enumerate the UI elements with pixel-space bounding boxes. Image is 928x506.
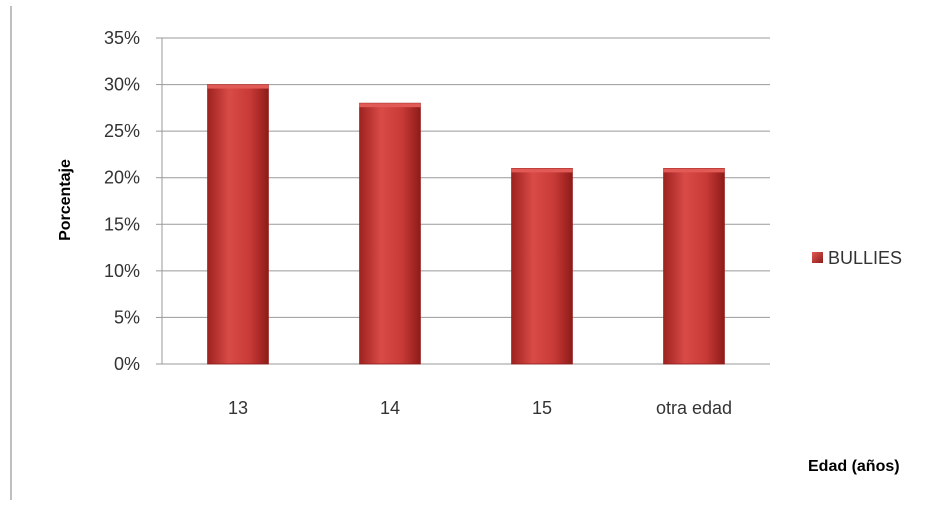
y-axis-title: Porcentaje — [57, 159, 74, 241]
y-tick-label: 30% — [104, 75, 140, 95]
bar-top-highlight — [207, 84, 269, 89]
legend-label-bullies: BULLIES — [828, 248, 902, 268]
bars — [207, 84, 725, 365]
bar-body — [511, 167, 573, 365]
x-tick-label: otra edad — [656, 398, 732, 418]
bar-body — [207, 84, 269, 365]
y-tick-label: 35% — [104, 28, 140, 48]
x-tick-label: 15 — [532, 398, 552, 418]
y-tick-label: 10% — [104, 261, 140, 281]
legend-swatch — [812, 252, 823, 263]
x-tick-labels: 13 14 15 otra edad — [228, 398, 732, 418]
x-axis-title: Edad (años) — [808, 458, 900, 475]
bar-body — [663, 167, 725, 365]
y-tick-label: 5% — [114, 307, 140, 327]
bar-otra-edad — [663, 167, 725, 365]
y-tick-label: 15% — [104, 214, 140, 234]
bar-top-highlight — [359, 103, 421, 108]
y-tick-label: 0% — [114, 354, 140, 374]
bar-14 — [359, 102, 421, 365]
legend: BULLIES — [812, 248, 902, 268]
x-tick-label: 14 — [380, 398, 400, 418]
y-tick-label: 25% — [104, 121, 140, 141]
y-tick-label: 20% — [104, 168, 140, 188]
left-border-rule — [10, 6, 12, 500]
bar-top-highlight — [511, 168, 573, 173]
bar-13 — [207, 84, 269, 365]
bar-15 — [511, 167, 573, 365]
bar-body — [359, 102, 421, 365]
x-tick-label: 13 — [228, 398, 248, 418]
bar-top-highlight — [663, 168, 725, 173]
y-tick-labels: 0% 5% 10% 15% 20% 25% 30% 35% — [104, 28, 140, 374]
